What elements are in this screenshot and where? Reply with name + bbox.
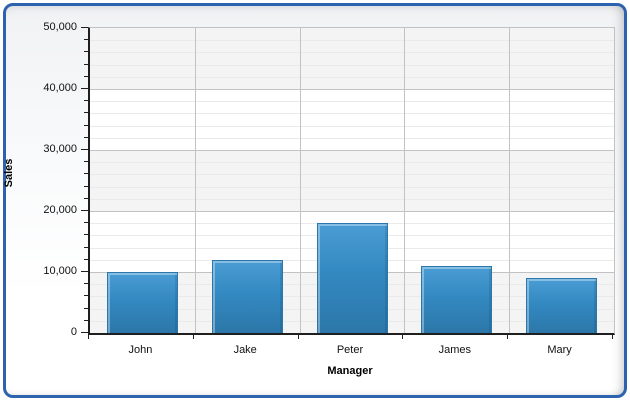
- y-minor-tick: [84, 173, 88, 175]
- y-minor-tick: [84, 75, 88, 77]
- category-gridline: [404, 28, 406, 333]
- minor-gridline: [90, 76, 614, 78]
- y-minor-tick: [84, 136, 88, 138]
- minor-gridline: [90, 198, 614, 200]
- y-minor-tick: [84, 197, 88, 199]
- interlaced-band: [90, 150, 614, 211]
- x-category-label: John: [128, 344, 153, 356]
- y-minor-tick: [84, 234, 88, 236]
- y-tick-label: 40,000: [43, 82, 77, 94]
- y-minor-tick: [84, 307, 88, 309]
- y-minor-tick: [84, 39, 88, 41]
- minor-gridline: [90, 186, 614, 188]
- bar-jake[interactable]: [211, 260, 283, 333]
- x-tick: [88, 334, 89, 339]
- minor-gridline: [90, 40, 614, 42]
- y-minor-tick: [84, 283, 88, 285]
- y-axis-title: Sales: [3, 158, 15, 188]
- plot-area: [88, 27, 615, 335]
- x-tick: [297, 334, 299, 339]
- y-minor-tick: [84, 185, 88, 187]
- major-gridline: [90, 211, 614, 212]
- y-major-tick: [81, 332, 88, 333]
- x-category-label: Mary: [547, 344, 572, 356]
- y-minor-tick: [84, 246, 88, 248]
- minor-gridline: [90, 64, 614, 66]
- y-major-tick: [81, 271, 88, 272]
- minor-gridline: [90, 137, 614, 139]
- y-major-tick: [81, 210, 88, 211]
- category-gridline: [509, 28, 511, 333]
- x-tick: [612, 334, 613, 339]
- bar-james[interactable]: [421, 266, 493, 333]
- x-tick: [507, 334, 509, 339]
- y-major-tick: [81, 88, 88, 89]
- minor-gridline: [90, 174, 614, 176]
- y-minor-tick: [84, 258, 88, 260]
- minor-gridline: [90, 125, 614, 127]
- minor-gridline: [90, 101, 614, 103]
- minor-gridline: [90, 52, 614, 54]
- bar-peter[interactable]: [316, 223, 388, 333]
- y-minor-tick: [84, 124, 88, 126]
- major-gridline: [90, 150, 614, 151]
- y-tick-label: 20,000: [43, 204, 77, 216]
- x-tick: [402, 334, 404, 339]
- y-minor-tick: [84, 100, 88, 102]
- bar-john[interactable]: [106, 272, 178, 333]
- y-major-tick: [81, 149, 88, 150]
- minor-gridline: [90, 113, 614, 115]
- category-gridline: [194, 28, 196, 333]
- y-tick-label: 10,000: [43, 265, 77, 277]
- y-minor-tick: [84, 112, 88, 114]
- x-category-label: James: [438, 344, 471, 356]
- x-tick: [192, 334, 194, 339]
- y-minor-tick: [84, 295, 88, 297]
- y-tick-label: 0: [70, 326, 77, 338]
- bar-mary[interactable]: [526, 278, 598, 333]
- interlaced-band: [90, 28, 614, 89]
- x-category-label: Peter: [336, 344, 364, 356]
- y-minor-tick: [84, 51, 88, 53]
- y-minor-tick: [84, 222, 88, 224]
- y-minor-tick: [84, 63, 88, 65]
- y-tick-label: 30,000: [43, 143, 77, 155]
- y-tick-label: 50,000: [43, 21, 77, 33]
- y-minor-tick: [84, 319, 88, 321]
- x-category-label: Jake: [233, 344, 257, 356]
- y-minor-tick: [84, 161, 88, 163]
- x-axis-title: Manager: [327, 365, 373, 377]
- minor-gridline: [90, 162, 614, 164]
- y-major-tick: [81, 27, 88, 28]
- major-gridline: [90, 89, 614, 90]
- category-gridline: [299, 28, 301, 333]
